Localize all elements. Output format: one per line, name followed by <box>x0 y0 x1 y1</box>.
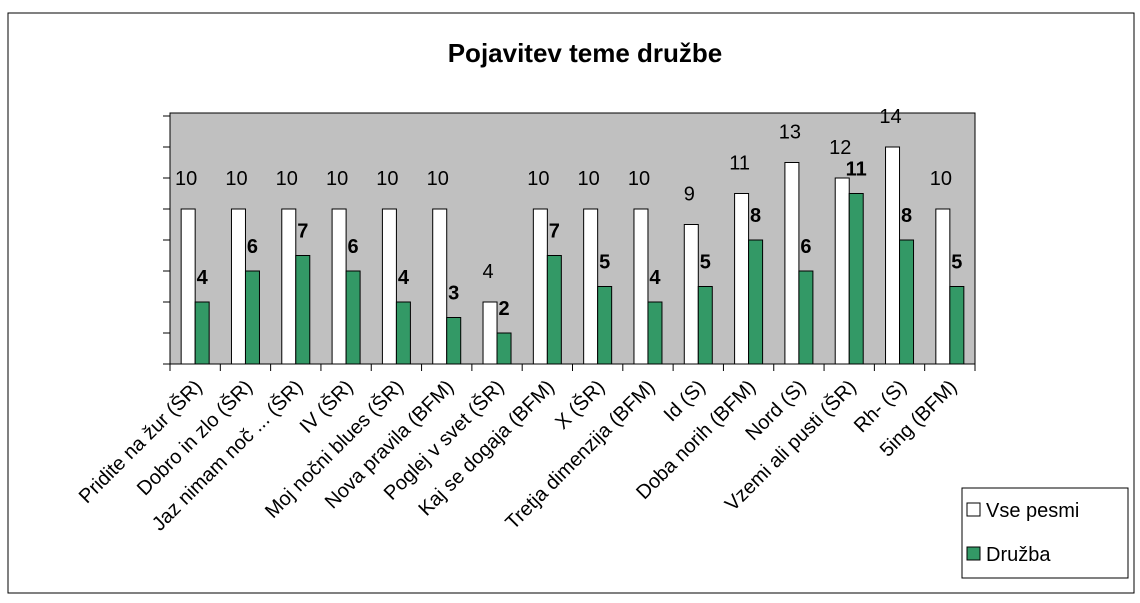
bar <box>784 162 800 365</box>
bar <box>532 208 548 365</box>
data-label: 14 <box>879 106 901 128</box>
data-label: 13 <box>779 122 801 144</box>
data-label: 10 <box>578 168 600 190</box>
bar <box>633 208 649 365</box>
data-label: 10 <box>276 168 298 190</box>
bar <box>949 286 965 365</box>
data-label: 4 <box>482 261 493 283</box>
data-label: 10 <box>527 168 549 190</box>
bar <box>748 239 764 365</box>
bar <box>647 301 663 365</box>
data-label: 4 <box>398 267 410 289</box>
bar <box>583 208 599 365</box>
bar <box>798 270 814 365</box>
bar <box>683 224 699 365</box>
chart-title: Pojavitev teme družbe <box>448 38 723 68</box>
bar <box>180 208 196 365</box>
data-label: 10 <box>628 168 650 190</box>
bar <box>697 286 713 365</box>
data-label: 10 <box>175 168 197 190</box>
data-label: 4 <box>649 267 661 289</box>
data-label: 11 <box>846 159 867 181</box>
data-label: 6 <box>800 236 811 258</box>
bar <box>432 208 448 365</box>
bar <box>482 301 498 365</box>
data-label: 11 <box>729 153 750 175</box>
bar <box>734 193 750 365</box>
bar <box>194 301 210 365</box>
bar <box>381 208 397 365</box>
data-label: 10 <box>326 168 348 190</box>
data-label: 6 <box>247 236 258 258</box>
bar <box>834 177 850 365</box>
bar <box>899 239 915 365</box>
data-label: 5 <box>700 252 711 274</box>
bar <box>244 270 260 365</box>
bar <box>496 332 512 365</box>
data-label: 5 <box>951 252 962 274</box>
bar <box>345 270 361 365</box>
bar <box>295 255 311 365</box>
data-label: 12 <box>829 137 851 159</box>
legend-swatch <box>966 502 981 517</box>
bar <box>281 208 297 365</box>
data-label: 10 <box>225 168 247 190</box>
bar <box>331 208 347 365</box>
data-label: 10 <box>376 168 398 190</box>
data-label: 6 <box>348 236 359 258</box>
data-label: 10 <box>930 168 952 190</box>
legend-label: Vse pesmi <box>986 500 1079 522</box>
bar <box>230 208 246 365</box>
bar <box>885 146 901 365</box>
bar <box>395 301 411 365</box>
data-label: 9 <box>684 184 695 206</box>
data-label: 7 <box>549 221 560 243</box>
data-label: 8 <box>750 205 761 227</box>
bar <box>546 255 562 365</box>
data-label: 7 <box>297 221 308 243</box>
legend-label: Družba <box>986 544 1051 566</box>
bar <box>446 317 462 365</box>
data-label: 8 <box>901 205 912 227</box>
data-label: 2 <box>498 298 509 320</box>
data-label: 10 <box>427 168 449 190</box>
bar <box>597 286 613 365</box>
data-label: 3 <box>448 283 459 305</box>
data-label: 4 <box>197 267 209 289</box>
legend-box <box>961 487 1129 579</box>
data-label: 5 <box>599 252 610 274</box>
bar <box>848 193 864 365</box>
legend: Vse pesmi Družba <box>961 487 1129 579</box>
legend-swatch <box>966 546 981 561</box>
bar <box>935 208 951 365</box>
